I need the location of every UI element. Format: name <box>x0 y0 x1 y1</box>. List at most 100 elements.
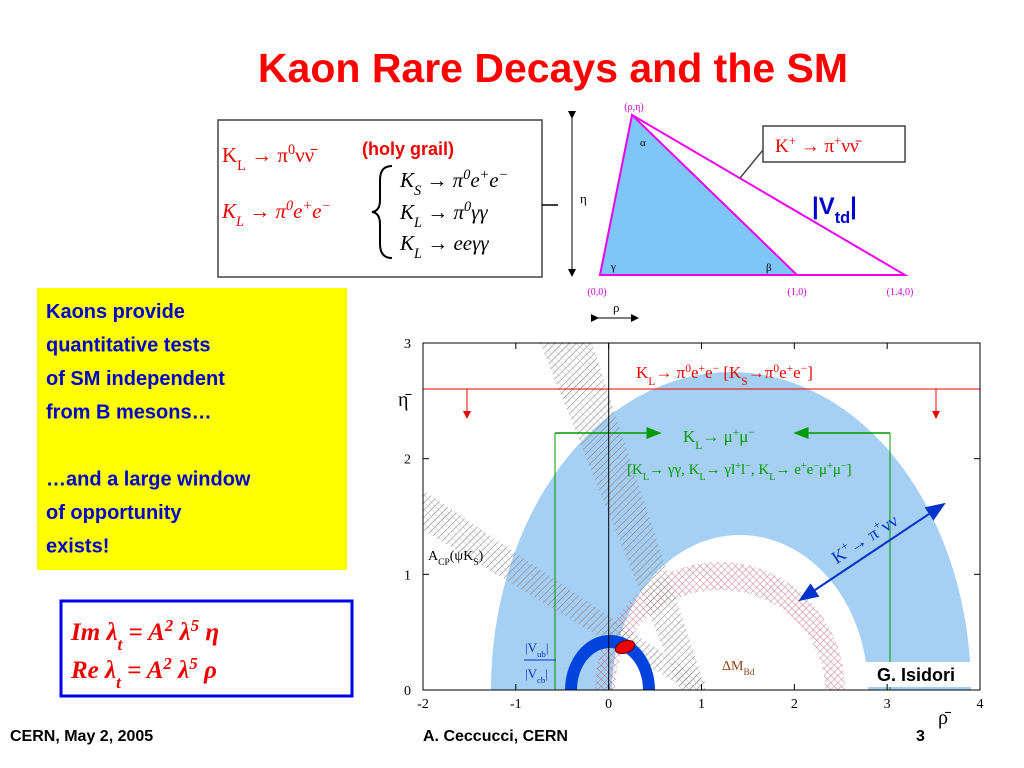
text-part: + <box>789 133 796 148</box>
text-part: e <box>705 363 713 382</box>
background-formula: KS → π0e+e− <box>399 167 508 199</box>
text-part: S <box>741 375 747 388</box>
text-part: − <box>321 198 331 214</box>
text-part: K <box>222 143 237 167</box>
text-part: e <box>779 363 787 382</box>
x-tick-label: 4 <box>977 697 984 712</box>
holy-grail: (holy grail) <box>362 139 454 159</box>
formula: Im λt = A2 λ5 η <box>70 616 219 654</box>
text-part: cb <box>537 675 546 685</box>
annotation: |Vub| <box>525 640 548 659</box>
text-part: + <box>302 198 312 214</box>
credit: G. Isidori <box>877 665 955 685</box>
angle-label: γ <box>610 261 616 273</box>
text-part: K <box>399 200 415 224</box>
text-part: Re <box>70 657 105 684</box>
text-part: → π <box>244 199 287 223</box>
text-part: γγ <box>471 200 488 224</box>
annotation: KL→ π0e+e− [KS→π0e+e−] <box>636 362 813 388</box>
eta-label: η <box>580 191 587 206</box>
angle-label: α <box>640 137 646 149</box>
page-number: 3 <box>916 728 925 745</box>
text-part: d <box>750 668 755 678</box>
text-part: νν̄ <box>295 143 318 167</box>
text-part: − <box>801 362 808 375</box>
text-part: = A <box>121 657 164 684</box>
text-part: → π <box>422 200 465 224</box>
kplus-box <box>762 125 906 163</box>
text-part: |V <box>812 193 835 220</box>
text-part: − <box>748 426 755 439</box>
text-part: L <box>237 158 246 174</box>
footer-left: CERN, May 2, 2005 <box>10 728 153 745</box>
text-part: K <box>636 363 649 382</box>
x-tick-label: -2 <box>417 697 429 712</box>
text-part: 0 <box>286 198 293 214</box>
text-part: 0 <box>464 199 471 215</box>
text-part: , K <box>751 462 770 478</box>
text-part: CP <box>438 558 450 568</box>
text-part: [K <box>719 363 742 382</box>
text-part: L <box>648 375 655 388</box>
triangle <box>598 113 800 276</box>
note-line: exists! <box>46 536 109 558</box>
triangle-label: (0,0) <box>587 287 606 298</box>
text-part: → π <box>246 143 289 167</box>
text-part: → γγ, K <box>649 462 700 478</box>
note-line: quantitative tests <box>46 335 210 357</box>
text-part: λ <box>172 657 189 684</box>
text-part: L <box>769 472 775 483</box>
fit-region <box>614 639 636 655</box>
text-part: + <box>733 426 740 439</box>
note-line: from B mesons… <box>46 402 212 424</box>
note-line: of SM independent <box>46 368 225 390</box>
y-tick-label: 1 <box>404 568 411 583</box>
text-part: − <box>841 461 847 472</box>
background-formula: KL → π0γγ <box>399 199 488 231</box>
text-part: e <box>470 168 479 192</box>
text-part: e <box>807 462 814 478</box>
text-part: (ψK <box>450 549 474 564</box>
text-part: + <box>834 133 841 148</box>
text-part: → π <box>421 168 464 192</box>
text-part: | <box>546 640 549 655</box>
decay-formula: KL → π0e+e− <box>221 198 331 230</box>
text-part: λ <box>173 619 190 646</box>
text-part: 2 <box>162 654 172 673</box>
y-axis-label: η̄ <box>398 389 412 411</box>
text-part: + <box>787 362 794 375</box>
text-part: − <box>713 362 720 375</box>
acp-band <box>423 490 706 690</box>
text-part: + <box>827 461 833 472</box>
y-tick-label: 3 <box>404 337 411 352</box>
text-part: e <box>293 199 302 223</box>
text-part: K <box>221 199 237 223</box>
decay-formula: KL → π0νν̄ <box>222 142 318 174</box>
text-part: = A <box>122 619 165 646</box>
text-part: t <box>116 673 122 692</box>
text-part: − <box>745 461 751 472</box>
angle-label: β <box>766 262 772 274</box>
text-part: 0 <box>773 362 779 375</box>
text-part: K <box>399 231 415 255</box>
text-part: ] <box>807 363 813 382</box>
note-line: …and a large window <box>46 469 251 491</box>
text-part: e <box>691 363 699 382</box>
text-part: K <box>775 136 789 157</box>
triangle-label: (1.4,0) <box>887 287 914 298</box>
formula-box <box>59 599 354 698</box>
triangle-extension <box>631 114 909 276</box>
text-part: |V <box>525 640 538 655</box>
text-part: K <box>683 427 696 446</box>
x-tick-label: -1 <box>510 697 522 712</box>
text-part: ΔM <box>722 659 744 674</box>
rho-label: ρ <box>613 300 620 315</box>
triangle-label: (ρ,η) <box>624 102 643 113</box>
x-tick-label: 0 <box>605 697 612 712</box>
text-part: ) <box>479 549 484 564</box>
x-axis-label: ρ̄ <box>938 707 952 729</box>
text-part: + <box>480 167 490 183</box>
text-part: S <box>414 183 421 199</box>
text-part: − <box>499 167 509 183</box>
x-tick-label: 1 <box>698 697 705 712</box>
